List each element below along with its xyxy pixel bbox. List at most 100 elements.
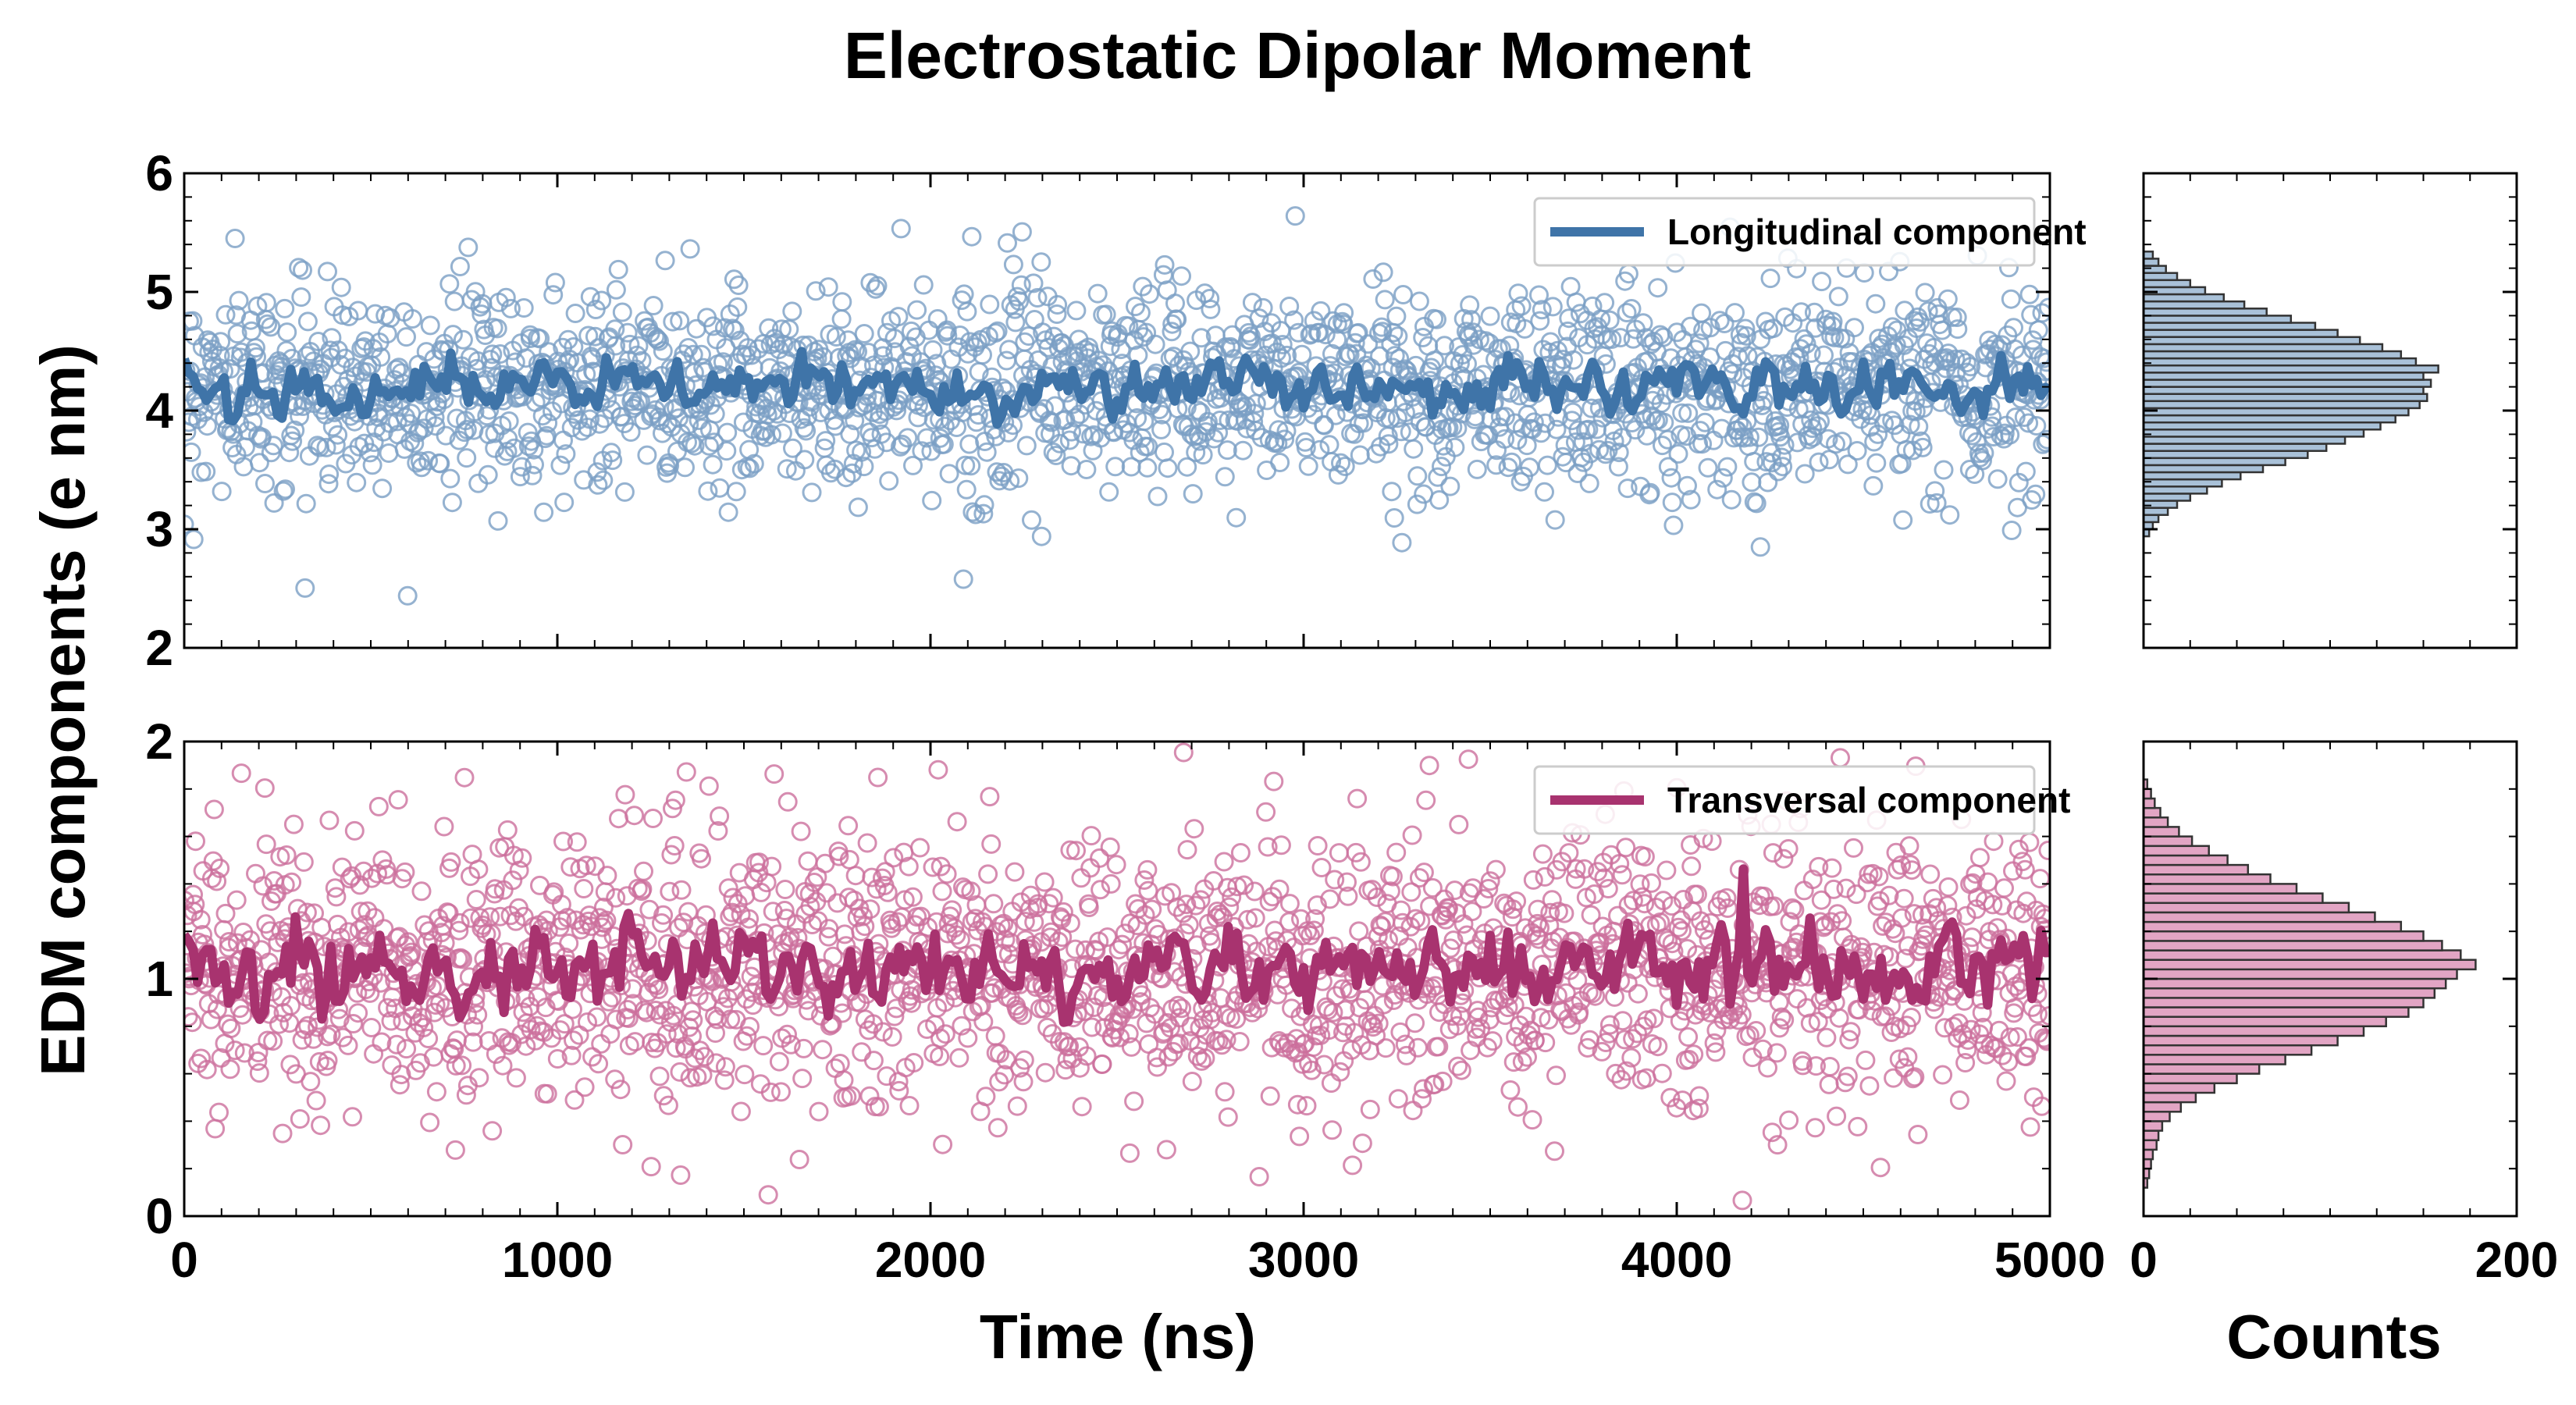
scatter-point (1447, 418, 1468, 439)
scatter-point (579, 905, 600, 926)
scatter-point (832, 1003, 852, 1023)
scatter-point (503, 870, 523, 891)
scatter-point (966, 412, 987, 432)
scatter-point (882, 1026, 902, 1047)
scatter-point (1717, 457, 1738, 477)
scatter-point (1707, 479, 1727, 500)
scatter-point (692, 418, 712, 439)
scatter-point (281, 995, 301, 1016)
scatter-point (454, 422, 475, 443)
scatter-point (1167, 309, 1187, 329)
scatter-point (1891, 908, 1912, 928)
scatter-point (884, 329, 905, 349)
scatter-point (1767, 1135, 1788, 1155)
scatter-point (946, 925, 966, 945)
histogram-bar (2142, 286, 2207, 296)
scatter-point (666, 1038, 686, 1058)
y-tick-label: 2 (145, 620, 173, 676)
scatter-point (2015, 859, 2035, 880)
scatter-point (298, 1016, 318, 1036)
histogram-bar (2142, 1148, 2154, 1161)
scatter-point (1827, 1106, 1847, 1126)
scatter-point (471, 304, 492, 325)
scatter-point (928, 759, 948, 780)
scatter-point (1412, 1089, 1432, 1109)
scatter-point (1227, 877, 1247, 897)
scatter-point (817, 883, 837, 903)
x-tick-label: 4000 (1621, 1232, 1732, 1288)
scatter-point (285, 420, 305, 440)
scatter-point (204, 799, 224, 820)
scatter-point (1657, 429, 1678, 450)
scatter-point (608, 259, 628, 279)
scatter-point (1183, 484, 1203, 504)
scatter-point (798, 407, 817, 427)
scatter-point (1091, 880, 1111, 900)
scatter-point (221, 1019, 241, 1038)
scatter-point (1987, 469, 2008, 489)
scatter-point (1208, 422, 1229, 443)
scatter-point (522, 465, 543, 486)
scatter-point (1893, 510, 1913, 530)
x-tick-label: 0 (170, 1232, 198, 1288)
scatter-point (1822, 858, 1842, 878)
scatter-point (1384, 508, 1404, 528)
scatter-point (1920, 864, 1941, 884)
scatter-point (378, 998, 398, 1018)
histogram-bar (2142, 357, 2418, 367)
scatter-point (1480, 871, 1500, 891)
scatter-point (1502, 452, 1522, 472)
scatter-point (557, 908, 578, 928)
scatter-point (1522, 419, 1542, 439)
scatter-point (1348, 322, 1368, 343)
scatter-point (2008, 839, 2029, 859)
scatter-point (1321, 1073, 1341, 1093)
scatter-point (1145, 334, 1165, 354)
scatter-point (1806, 1056, 1826, 1076)
scatter-point (818, 277, 838, 297)
scatter-point (851, 922, 871, 941)
histogram-bar (2142, 1120, 2164, 1132)
scatter-point (1219, 897, 1240, 917)
scatter-point (1215, 1082, 1235, 1102)
scatter-point (1863, 475, 1884, 496)
scatter-point (1947, 308, 1967, 327)
scatter-point (1207, 902, 1227, 921)
scatter-point (1809, 452, 1829, 472)
scatter-point (1142, 899, 1162, 919)
scatter-point (937, 864, 957, 884)
scatter-point (1695, 412, 1715, 432)
scatter-point (1635, 847, 1655, 867)
histogram-bar (2142, 1006, 2410, 1018)
scatter-point (1495, 407, 1515, 427)
scatter-point (275, 298, 295, 318)
scatter-point (326, 435, 346, 455)
scatter-point (1991, 425, 2011, 446)
scatter-point (1309, 1016, 1329, 1036)
scatter-point (1774, 848, 1794, 869)
scatter-point (1635, 894, 1655, 914)
scatter-point (1829, 1008, 1849, 1028)
scatter-point (1731, 1005, 1752, 1025)
scatter-point (606, 336, 626, 356)
scatter-point (1013, 1072, 1034, 1092)
scatter-point (1292, 344, 1312, 365)
scatter-point (223, 424, 244, 444)
scatter-point (1782, 898, 1802, 918)
scatter-point (1436, 909, 1456, 930)
scatter-point (614, 482, 635, 502)
scatter-point (1495, 429, 1515, 449)
scatter-point (934, 416, 955, 436)
scatter-point (2019, 284, 2040, 304)
scatter-point (1343, 1155, 1363, 1176)
scatter-point (2037, 429, 2050, 450)
scatter-point (1517, 1047, 1537, 1067)
scatter-point (777, 459, 797, 479)
scatter-point (1009, 1002, 1029, 1023)
scatter-point (1617, 303, 1637, 322)
scatter-point (1217, 440, 1237, 461)
scatter-point (2004, 318, 2023, 338)
scatter-point (1712, 418, 1732, 439)
scatter-point (1081, 826, 1101, 846)
scatter-point (1559, 308, 1579, 329)
